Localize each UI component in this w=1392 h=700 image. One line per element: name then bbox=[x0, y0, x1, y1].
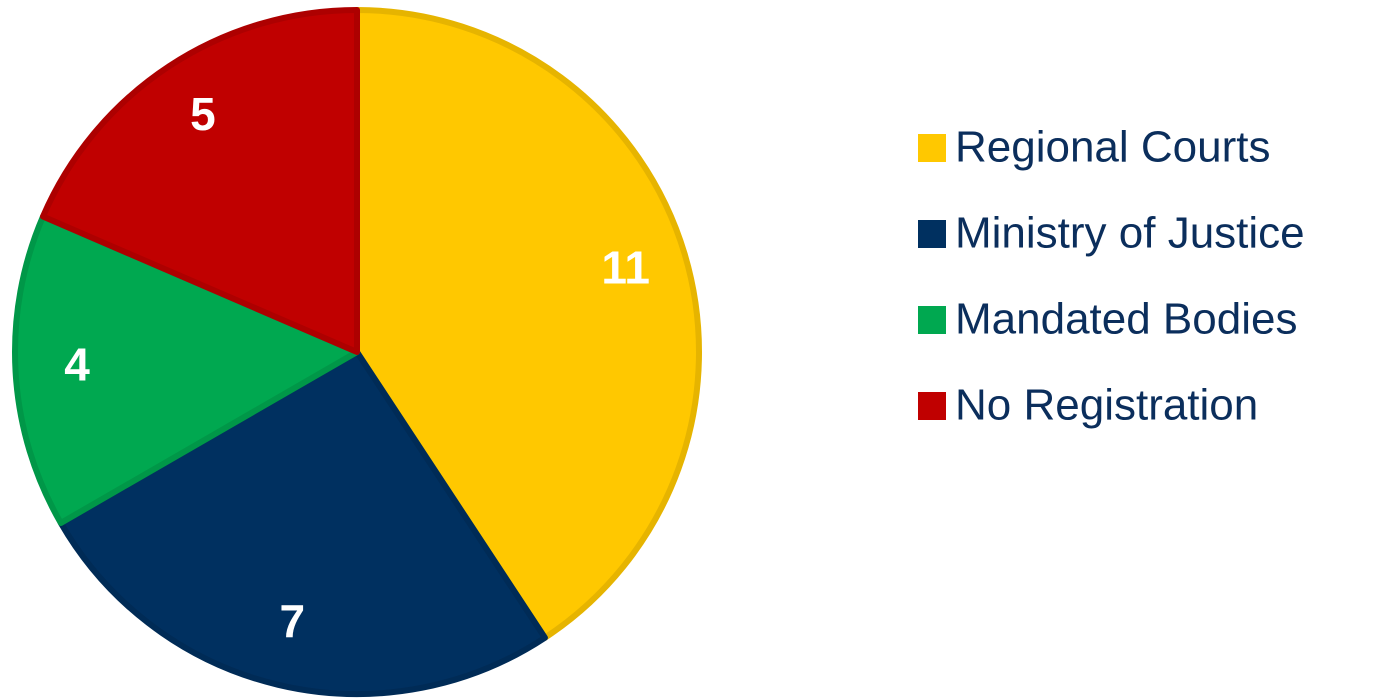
data-label: 7 bbox=[280, 595, 306, 647]
legend-label: Mandated Bodies bbox=[955, 295, 1297, 344]
pie-slice bbox=[39, 7, 360, 355]
legend-swatch bbox=[918, 306, 946, 334]
data-label: 4 bbox=[64, 338, 90, 390]
legend-label: No Registration bbox=[955, 381, 1258, 430]
data-label: 11 bbox=[601, 242, 650, 294]
legend-swatch bbox=[918, 392, 946, 420]
legend-label: Regional Courts bbox=[955, 123, 1271, 172]
legend-swatch bbox=[918, 134, 946, 162]
pie-slice bbox=[12, 213, 360, 526]
legend-swatch bbox=[918, 220, 946, 248]
pie-slice bbox=[57, 349, 548, 697]
legend-label: Ministry of Justice bbox=[955, 209, 1305, 258]
data-label: 5 bbox=[190, 88, 216, 140]
